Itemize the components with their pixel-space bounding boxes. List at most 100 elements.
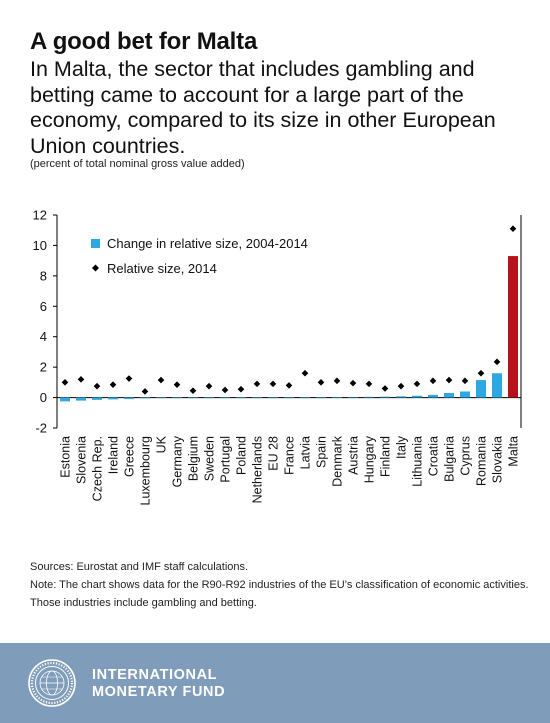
bar xyxy=(476,380,486,398)
bar xyxy=(284,397,294,399)
marker-series xyxy=(61,225,517,395)
chart-axes: -2 0 2 4 6 8 10 12 Estonia Slovenia Czech Rep. Irel… xyxy=(33,208,522,506)
x-tick-label: Slovenia xyxy=(75,436,89,484)
y-tick-label: 6 xyxy=(40,299,47,314)
marker-point xyxy=(493,358,501,366)
legend-label: Change in relative size, 2004-2014 xyxy=(107,236,308,251)
bar-chart: -2 0 2 4 6 8 10 12 Estonia Slovenia Czech Rep. Irel… xyxy=(33,208,522,506)
marker-point xyxy=(317,379,325,386)
x-tick-label: Spain xyxy=(315,436,329,468)
marker-point xyxy=(461,377,469,385)
bar xyxy=(92,397,102,400)
x-tick-label: Croatia xyxy=(427,436,441,476)
marker-point xyxy=(301,369,309,377)
marker-point xyxy=(189,387,197,395)
y-tick-label: 10 xyxy=(33,238,47,253)
source-notes: Sources: Eurostat and IMF staff calculat… xyxy=(30,558,530,612)
units-note: (percent of total nominal gross value ad… xyxy=(30,158,245,170)
bar xyxy=(108,397,118,400)
x-tick-label: Belgium xyxy=(187,436,201,481)
bar xyxy=(428,394,438,398)
x-tick-label: Ireland xyxy=(107,436,121,474)
bar xyxy=(188,397,198,399)
y-tick-label: 8 xyxy=(40,268,47,283)
chart-legend: Change in relative size, 2004-2014 Relati… xyxy=(91,236,308,276)
x-tick-label: Romania xyxy=(475,436,489,486)
bar xyxy=(252,397,262,399)
marker-point xyxy=(205,382,213,390)
bar xyxy=(508,256,518,398)
bar xyxy=(300,397,310,399)
x-tick-label: Lithuania xyxy=(411,436,425,487)
y-tick-label: -2 xyxy=(35,421,47,436)
bar xyxy=(332,397,342,398)
x-tick-label: Germany xyxy=(171,435,185,487)
marker-point xyxy=(77,376,85,383)
marker-point xyxy=(93,382,101,390)
x-tick-label: Greece xyxy=(123,436,137,477)
x-tick-label: Italy xyxy=(395,435,409,459)
legend-label: Relative size, 2014 xyxy=(107,261,217,276)
bar xyxy=(348,396,358,398)
marker-point xyxy=(61,379,69,386)
bar xyxy=(412,395,422,398)
bar xyxy=(380,396,390,398)
x-tick-label: Austria xyxy=(347,436,361,475)
marker-point xyxy=(285,382,293,389)
x-tick-label: Luxembourg xyxy=(139,436,153,506)
bar xyxy=(492,373,502,398)
x-tick-label: Malta xyxy=(507,436,521,467)
source-text: Sources: Eurostat and IMF staff calculat… xyxy=(30,561,249,573)
bar xyxy=(172,397,182,399)
x-tick-label: UK xyxy=(155,435,169,453)
x-tick-label: EU 28 xyxy=(267,436,281,471)
marker-point xyxy=(221,386,229,394)
y-tick-label: 0 xyxy=(40,390,47,405)
chart-title: A good bet for Malta xyxy=(30,28,258,55)
marker-point xyxy=(509,225,517,232)
chart-subtitle: In Malta, the sector that includes gambl… xyxy=(30,57,496,158)
bar xyxy=(268,397,278,399)
x-tick-label: Czech Rep. xyxy=(91,436,105,501)
marker-point xyxy=(477,369,485,377)
x-tick-label: Latvia xyxy=(299,436,313,469)
marker-point xyxy=(253,380,261,388)
bar xyxy=(220,397,230,399)
x-tick-label: Portugal xyxy=(219,436,233,483)
bar xyxy=(364,396,374,398)
bar xyxy=(60,397,70,402)
bar-series xyxy=(60,256,518,402)
x-tick-label: Netherlands xyxy=(251,436,265,503)
marker-point xyxy=(109,381,117,388)
x-tick-label: Hungary xyxy=(363,435,377,483)
marker-point xyxy=(445,376,453,384)
y-tick-label: 2 xyxy=(40,360,47,375)
bar xyxy=(460,391,470,398)
bar xyxy=(236,397,246,399)
marker-point xyxy=(125,375,133,382)
marker-point xyxy=(381,385,389,392)
legend-swatch-bar xyxy=(91,239,100,248)
marker-point xyxy=(349,379,357,387)
x-tick-label: Bulgaria xyxy=(443,436,457,482)
y-tick-label: 12 xyxy=(33,208,47,223)
marker-point xyxy=(157,376,165,384)
note-text: Note: The chart shows data for the R90-R… xyxy=(30,579,529,609)
bar xyxy=(156,397,166,399)
bar xyxy=(204,397,214,399)
marker-point xyxy=(429,377,437,385)
org-name: INTERNATIONAL MONETARY FUND xyxy=(92,667,225,701)
legend-swatch-marker xyxy=(92,264,99,272)
bar xyxy=(140,397,150,399)
y-tick-label: 4 xyxy=(40,329,47,344)
x-tick-label: Cyprus xyxy=(459,436,473,476)
marker-point xyxy=(333,377,341,385)
org-name-line2: MONETARY FUND xyxy=(92,684,226,700)
marker-point xyxy=(173,381,181,388)
marker-point xyxy=(141,388,149,395)
bar xyxy=(316,397,326,399)
marker-point xyxy=(413,380,421,388)
bar xyxy=(76,397,86,401)
bar xyxy=(124,397,134,400)
org-name-line1: INTERNATIONAL xyxy=(92,667,218,683)
